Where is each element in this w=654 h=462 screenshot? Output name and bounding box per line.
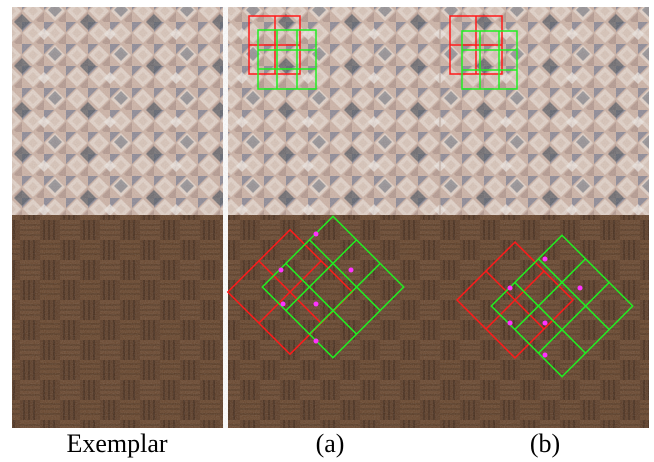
caption-b: (b) xyxy=(530,429,560,458)
caption-a: (a) xyxy=(316,429,345,458)
texture-panels xyxy=(12,7,649,428)
figure: Exemplar (a) (b) xyxy=(0,0,654,462)
caption-exemplar: Exemplar xyxy=(66,429,167,458)
